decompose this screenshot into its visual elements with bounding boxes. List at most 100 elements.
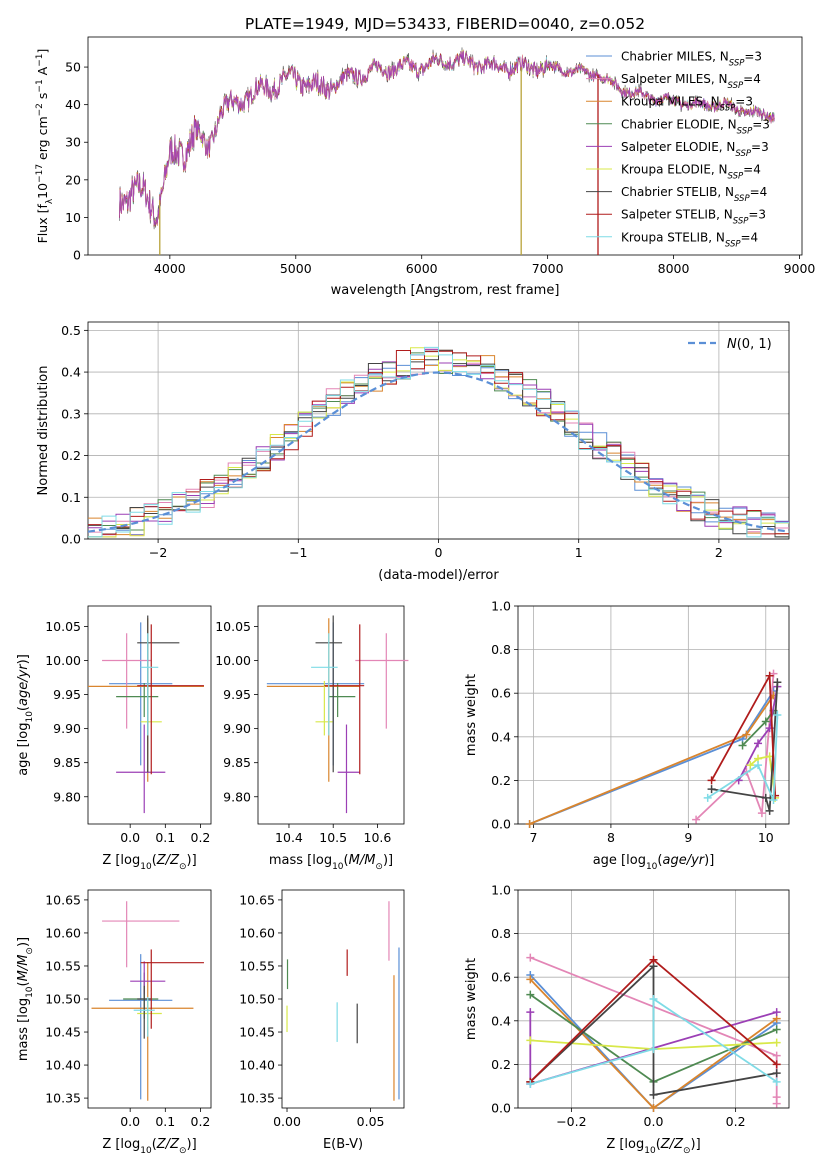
series-marker — [649, 1045, 658, 1054]
x-tick-label: 0.0 — [120, 830, 140, 845]
series-marker — [769, 796, 778, 805]
y-tick-label: 9.90 — [223, 721, 251, 736]
y-axis-label: age [log10(age/yr)] — [16, 654, 35, 776]
panel-mass-weight-vs-age: 7 8 9 10 0.0 0.2 0.4 0.6 0.8 1.0 mass weight age [l… — [464, 599, 790, 872]
x-tick-label: −1 — [289, 545, 307, 560]
x-axis-label: (data-model)/error — [378, 568, 499, 583]
x-tick-label: 1 — [575, 545, 583, 560]
series-marker — [526, 953, 535, 962]
y-tick-label: 10.35 — [239, 1091, 275, 1106]
y-tick-label: 0.5 — [61, 323, 81, 338]
error-bar-point — [315, 680, 334, 736]
series-marker — [707, 785, 716, 794]
legend-label: Kroupa STELIB, NSSP=4 — [621, 230, 758, 249]
chart-title: PLATE=1949, MJD=53433, FIBERID=0040, z=0… — [245, 15, 645, 33]
legend-label: Salpeter STELIB, NSSP=3 — [621, 208, 766, 227]
panel-mass-weight-vs-Z: −0.2 0.0 0.2 0.0 0.2 0.4 0.6 0.8 1.0 mass weight Z… — [464, 883, 790, 1156]
x-tick-label: 7000 — [532, 261, 564, 276]
x-tick-label: 0.0 — [120, 1114, 140, 1129]
y-tick-label: 0.4 — [61, 365, 81, 380]
series-marker — [526, 990, 535, 999]
y-tick-label: 0.4 — [491, 1013, 511, 1028]
series-marker — [707, 776, 716, 785]
y-tick-label: 0 — [73, 248, 81, 263]
y-tick-label: 9.90 — [53, 721, 81, 736]
histogram-series — [88, 346, 789, 538]
mass-weight-series — [692, 669, 778, 824]
y-tick-label: 50 — [65, 60, 81, 75]
x-tick-label: 0.05 — [357, 1114, 385, 1129]
series-line — [530, 997, 778, 1085]
y-tick-label: 1.0 — [491, 599, 511, 614]
series-marker — [765, 671, 774, 680]
series-marker — [526, 975, 535, 984]
x-tick-label: 7 — [530, 830, 538, 845]
x-axis-label: mass [log10(M/M⊙)] — [269, 853, 393, 872]
y-tick-label: 30 — [65, 135, 81, 150]
panel-residuals: −2 −1 0 1 2 0.0 0.1 0.2 0.3 0.4 0.5 (data-model)/er… — [36, 321, 790, 583]
legend-label: Chabrier MILES, NSSP=3 — [621, 50, 762, 69]
x-tick-label: 10 — [758, 830, 774, 845]
series-marker — [773, 711, 782, 719]
series-marker — [772, 1099, 781, 1108]
series-marker — [773, 678, 782, 687]
y-tick-label: 0.2 — [491, 773, 511, 788]
series-marker — [649, 955, 658, 964]
error-bar-point — [324, 624, 365, 775]
error-bar-point — [109, 622, 173, 766]
error-bar-point — [140, 949, 204, 1029]
legend-label: Salpeter ELODIE, NSSP=3 — [621, 140, 769, 159]
series-marker — [754, 761, 763, 770]
mass-weight-series — [525, 691, 778, 828]
x-tick-label: 0.0 — [644, 1114, 664, 1129]
error-bar-point — [102, 633, 152, 729]
series-marker — [526, 1036, 535, 1045]
x-tick-label: 0.1 — [155, 1114, 175, 1129]
y-tick-label: 9.80 — [223, 789, 251, 804]
mass-weight-series — [525, 687, 778, 828]
error-bar-point — [311, 633, 338, 736]
x-tick-label: 2 — [715, 545, 723, 560]
y-tick-label: 0.6 — [491, 970, 511, 985]
error-bar-point — [137, 985, 152, 1039]
y-tick-label: 10.45 — [239, 1025, 275, 1040]
y-tick-label: 10.05 — [45, 619, 81, 634]
y-tick-label: 10.50 — [45, 992, 81, 1007]
error-bar-point — [337, 724, 360, 814]
series-line — [707, 714, 779, 801]
y-tick-label: 10.40 — [45, 1058, 81, 1073]
mass-weight-series — [526, 995, 781, 1089]
series-marker — [525, 820, 534, 828]
series-line — [529, 694, 775, 825]
histogram-series — [88, 347, 789, 538]
error-bar-point — [133, 997, 155, 1037]
series-marker — [692, 815, 701, 824]
series-line — [737, 686, 779, 781]
y-axis-label: mass weight — [464, 958, 479, 1040]
y-tick-label: 9.85 — [223, 755, 251, 770]
y-tick-label: 9.80 — [53, 789, 81, 804]
spectrum-line — [119, 50, 775, 226]
series-marker — [738, 741, 747, 750]
y-tick-label: 0.1 — [61, 490, 81, 505]
y-tick-label: 10.50 — [239, 992, 275, 1007]
mass-weight-series — [707, 671, 780, 800]
x-tick-label: 9000 — [784, 261, 816, 276]
y-tick-label: 0.4 — [491, 729, 511, 744]
x-tick-label: 0.1 — [155, 830, 175, 845]
series-line — [529, 690, 775, 825]
error-bar-point — [116, 682, 159, 718]
error-bar-point — [109, 954, 173, 1100]
series-marker — [742, 730, 751, 739]
plot-frame — [281, 889, 405, 1109]
legend-label: Salpeter MILES, NSSP=4 — [621, 72, 761, 91]
legend-label: Chabrier STELIB, NSSP=4 — [621, 185, 767, 204]
y-tick-label: 0.0 — [61, 532, 81, 547]
series-marker — [754, 739, 763, 748]
x-axis-label: age [log10(age/yr)] — [593, 853, 715, 872]
y-tick-label: 10.00 — [215, 653, 251, 668]
y-axis-label: mass [log10(M/M⊙)] — [16, 937, 35, 1061]
series-marker — [772, 1008, 781, 1017]
mass-weight-series — [703, 711, 782, 805]
legend-label: Kroupa MILES, NSSP=3 — [621, 95, 753, 114]
